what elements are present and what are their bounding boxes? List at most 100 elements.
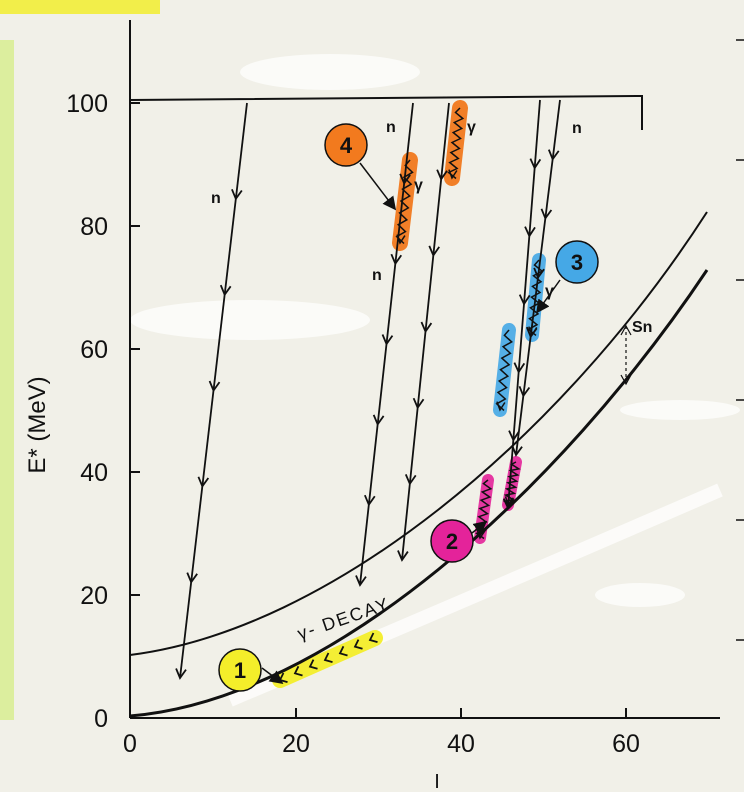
- orange-band: [392, 152, 418, 251]
- gamma-chevron: [293, 665, 303, 677]
- neutron-arrowhead: [186, 572, 198, 585]
- neutron-arrowhead: [197, 476, 210, 489]
- top-yellow-strip: [0, 0, 160, 14]
- y-tick-label-0: 0: [94, 705, 108, 733]
- paper-smudge: [595, 583, 685, 607]
- neutron-arrowhead: [428, 245, 440, 258]
- badge-2-circle: [430, 519, 474, 563]
- y-tick-label-100: 100: [66, 90, 108, 118]
- badge-3-pointer: [536, 279, 561, 314]
- gamma-wiggle-arrowhead: [504, 496, 514, 507]
- neutron-arrowhead: [518, 294, 531, 306]
- y-tick-marks: [130, 39, 744, 641]
- neutron-label: n: [572, 120, 582, 137]
- sn-arrow-down: [620, 374, 632, 386]
- gamma-chevron: [338, 645, 348, 657]
- badge-4-label: 4: [340, 133, 353, 158]
- gamma-wiggle-arrowhead: [496, 401, 506, 412]
- badge-1-label: 1: [234, 658, 246, 683]
- neutron-arrowhead: [397, 550, 409, 562]
- paper-smudge: [240, 54, 420, 90]
- badge-2-label: 2: [446, 529, 458, 554]
- neutron-arrowhead: [511, 445, 523, 457]
- neutron-arrowhead: [412, 397, 425, 410]
- x-tick-label-20: 20: [282, 730, 310, 758]
- gamma-chevron: [368, 632, 378, 643]
- neutron-arrowhead: [355, 575, 367, 587]
- neutron-arrowhead: [513, 362, 526, 374]
- gamma-label: γ: [545, 283, 554, 300]
- blue-band: [493, 323, 516, 417]
- y-tick-label-20: 20: [80, 582, 108, 610]
- x-tick-marks: [295, 708, 627, 718]
- gamma-wiggles: [395, 107, 544, 540]
- neutron-arrowhead: [518, 385, 531, 398]
- neutron-arrowhead: [231, 188, 243, 201]
- gamma-wiggle-arrowhead: [448, 169, 458, 180]
- gamma-wiggle: [502, 461, 521, 507]
- gamma-decay-chevrons: [278, 632, 378, 683]
- neutron-label: n: [386, 119, 396, 136]
- neutron-arrowhead: [547, 149, 560, 162]
- badge-4-circle: [324, 123, 368, 167]
- badge-1-circle: [218, 648, 262, 692]
- badge-4-pointer: [359, 162, 397, 211]
- badge-3-circle: [555, 240, 599, 284]
- y-tick-label-80: 80: [80, 213, 108, 241]
- badge-1: 1: [218, 648, 262, 692]
- neutron-arrowhead: [508, 430, 520, 442]
- neutron-arrowhead: [175, 668, 187, 680]
- neutron-arrowhead: [381, 334, 394, 346]
- gamma-chevron: [353, 639, 363, 650]
- badge-2: 2: [430, 519, 474, 563]
- left-edge-strip: [0, 40, 14, 720]
- neutron-arrowhead: [540, 208, 553, 221]
- badge-3: 3: [555, 240, 599, 284]
- x-tick-label-60: 60: [612, 730, 640, 758]
- x-tick-label-0: 0: [123, 730, 137, 758]
- gamma-chevron: [323, 652, 333, 663]
- neutron-label: n: [372, 267, 382, 284]
- neutron-cascades: [175, 99, 561, 680]
- neutron-arrowhead: [529, 158, 542, 170]
- neutron-separation-curve: [129, 211, 708, 656]
- neutron-arrowhead: [524, 226, 536, 238]
- neutron-arrowhead: [404, 474, 417, 486]
- gamma-label: γ: [414, 177, 423, 194]
- y-axis-title: E* (MeV): [24, 376, 51, 473]
- gamma-label: γ: [467, 119, 476, 136]
- badge-4: 4: [324, 123, 368, 167]
- gamma-wiggle: [395, 159, 414, 245]
- neutron-arrowhead: [420, 321, 433, 334]
- neutron-arrowhead: [436, 169, 448, 182]
- y-tick-label-60: 60: [80, 336, 108, 364]
- neutron-arrowhead: [533, 267, 545, 280]
- badge-1-pointer: [261, 667, 284, 685]
- neutron-arrowhead: [219, 284, 232, 297]
- sn-arrow-up: [620, 324, 632, 336]
- neutron-arrowhead: [399, 173, 411, 186]
- paper-smudge: [620, 400, 740, 420]
- neutron-arrowhead: [208, 380, 221, 393]
- initial-energy-boundary: [129, 94, 643, 130]
- y-tick-label-40: 40: [80, 459, 108, 487]
- paper-smudge: [130, 300, 370, 340]
- gamma-wiggle: [527, 259, 544, 336]
- badge-2-pointer: [471, 520, 488, 535]
- gamma-wiggle: [495, 329, 513, 411]
- gamma-chevron: [308, 659, 318, 670]
- neutron-arrowhead: [372, 414, 385, 427]
- neutron-arrowhead: [390, 253, 403, 266]
- sn-label: Sn: [632, 319, 652, 336]
- gamma-wiggle-arrowhead: [396, 234, 406, 245]
- x-axis-title: I: [434, 771, 440, 792]
- gamma-wiggle-arrowhead: [528, 326, 538, 337]
- neutron-arrowhead: [364, 494, 376, 507]
- neutron-label: n: [211, 190, 221, 207]
- x-tick-label-40: 40: [447, 730, 475, 758]
- badge-3-label: 3: [571, 250, 583, 275]
- gamma-wiggle: [447, 107, 465, 180]
- yrast-line: [129, 269, 709, 718]
